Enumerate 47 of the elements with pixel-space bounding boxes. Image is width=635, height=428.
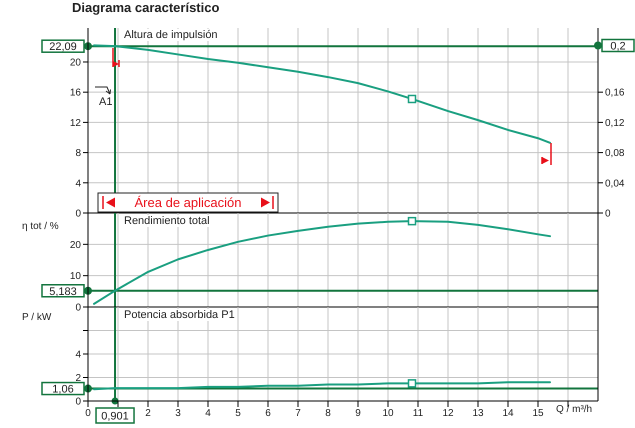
- y-tick-label: 4: [75, 350, 82, 361]
- y-tick-label: 8: [75, 148, 82, 160]
- ref-line-label: 5,183: [49, 286, 77, 298]
- y-tick-label: 20: [70, 240, 82, 251]
- ref-line-label: 1,06: [52, 384, 74, 396]
- y-tick-label: 4: [75, 178, 82, 190]
- chart-title: Diagrama característico: [72, 0, 220, 15]
- chart-subtitle: Rendimiento total: [122, 215, 212, 227]
- y-tick-label: 10: [70, 271, 82, 282]
- x-tick-label: 5: [235, 408, 242, 420]
- chart-subtitle: Potencia absorbida P1: [122, 309, 237, 321]
- annotation: Área de aplicación: [134, 195, 242, 210]
- y2-tick-label: 0: [605, 208, 611, 220]
- y-axis-title: P / kW: [22, 312, 52, 324]
- chart-subtitle: Altura de impulsión: [122, 29, 220, 41]
- x-tick-label: 2: [145, 408, 152, 420]
- y-tick-label: 20: [70, 58, 82, 69]
- y2-tick-label: 0,04: [605, 178, 625, 190]
- x-tick-label: 7: [295, 408, 302, 420]
- line-series: [93, 44, 551, 144]
- y-tick-label: 0: [75, 396, 82, 408]
- x-tick-label: 6: [265, 408, 272, 420]
- x-tick-label: 15: [532, 408, 544, 420]
- y-tick-label: 12: [70, 118, 82, 129]
- x-tick-label: 8: [325, 408, 332, 420]
- x-tick-label: 12: [442, 408, 454, 420]
- x-tick-label: 0: [85, 408, 92, 420]
- y-tick-label: 16: [70, 88, 82, 99]
- x-axis-title: Q / m³/h: [556, 404, 592, 416]
- text: 0,2: [610, 40, 626, 52]
- x-tick-label: 11: [412, 408, 424, 420]
- y-tick-label: 0: [75, 302, 82, 314]
- y2-tick-label: 0,08: [605, 148, 625, 160]
- y-tick-label: 2: [75, 373, 82, 384]
- ref-line-label: 22,09: [49, 41, 77, 54]
- x-tick-label: 10: [382, 408, 394, 420]
- y2-tick-label: 0,16: [605, 88, 625, 99]
- y2-tick-label: 0,12: [605, 118, 625, 129]
- x-tick-label: 3: [175, 408, 182, 420]
- y-axis-title: η tot / %: [22, 221, 59, 233]
- x-tick-label: 14: [502, 408, 514, 420]
- x-tick-label: 9: [355, 408, 362, 420]
- ref-line-label: 0,901: [101, 410, 129, 422]
- x-tick-label: 4: [205, 408, 212, 420]
- x-tick-label: 13: [472, 408, 484, 420]
- y-tick-label: 0: [75, 208, 82, 220]
- annotation: A1: [99, 96, 112, 108]
